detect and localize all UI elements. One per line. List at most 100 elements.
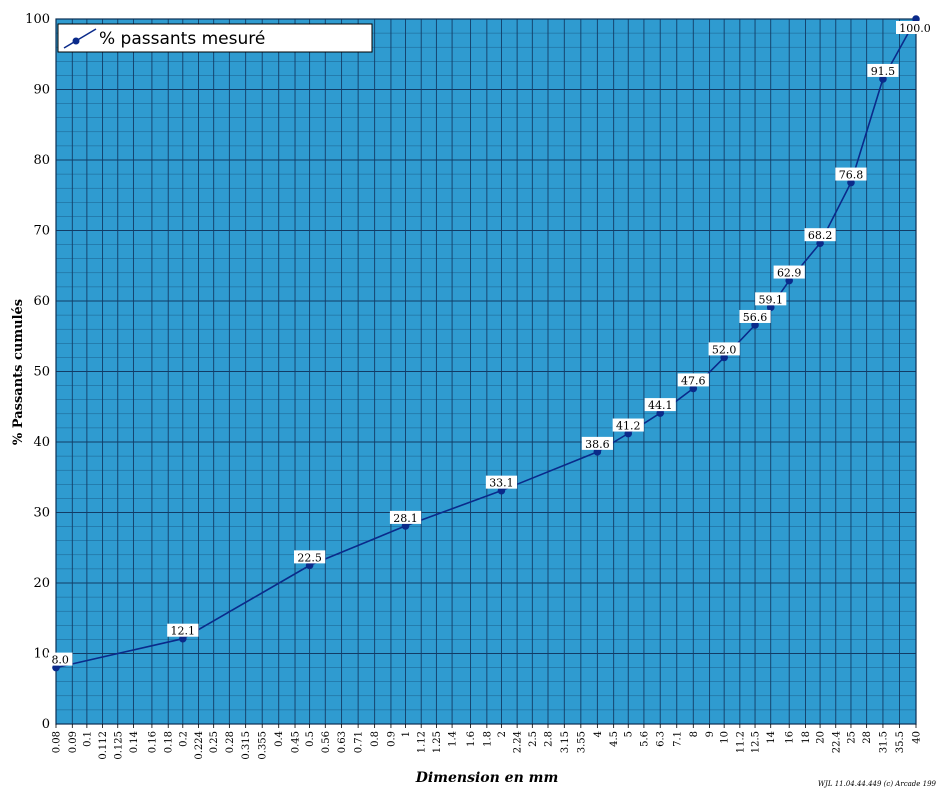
y-tick-label: 70 <box>33 224 50 239</box>
x-tick-label: 0.63 <box>337 731 348 753</box>
data-label: 22.5 <box>293 550 326 564</box>
x-tick-label: 0.1 <box>82 731 93 747</box>
y-tick-label: 40 <box>33 435 50 450</box>
data-label-bg <box>48 652 73 666</box>
data-label: 38.6 <box>581 436 613 451</box>
data-point <box>720 353 728 362</box>
x-tick-label: 0.28 <box>225 731 236 753</box>
data-label-bg <box>389 510 422 524</box>
data-label-text: 62.9 <box>777 267 802 280</box>
x-tick-label: 11.2 <box>735 731 746 753</box>
data-label: 44.1 <box>644 398 676 412</box>
data-label-bg <box>835 167 867 181</box>
x-tick-label: 3.15 <box>560 731 571 753</box>
data-label-text: 56.6 <box>743 311 768 324</box>
data-point <box>847 178 855 187</box>
x-tick-label: 22.4 <box>831 731 842 753</box>
data-label-text: 47.6 <box>681 374 706 387</box>
x-axis-ticks: 0.08 0.09 0.1 0.112 0.125 0.14 0.16 0.18 0.2 0.22… <box>52 724 923 760</box>
x-tick-label: 5 <box>624 731 635 737</box>
data-point <box>305 561 314 570</box>
x-tick-label: 0.125 <box>113 731 124 760</box>
data-point <box>624 429 633 438</box>
x-tick-label: 2 <box>497 731 508 737</box>
data-label: 28.1 <box>389 510 422 525</box>
data-label: 100.0 <box>896 21 934 35</box>
x-tick-label: 2.5 <box>528 731 539 747</box>
data-label-text: 59.1 <box>758 293 783 306</box>
x-tick-label: 28 <box>862 731 873 744</box>
x-tick-label: 0.08 <box>52 731 63 753</box>
x-tick-label: 1 <box>401 731 412 737</box>
legend-marker-icon <box>72 37 80 45</box>
x-tick-label: 7.1 <box>672 731 683 747</box>
data-point <box>785 276 794 285</box>
data-label-text: 33.1 <box>489 477 514 490</box>
x-tick-label: 4.5 <box>609 731 620 747</box>
data-label-bg <box>867 63 899 77</box>
data-label: 12.1 <box>167 623 199 638</box>
x-tick-label: 0.112 <box>98 731 109 760</box>
x-tick-label: 12.5 <box>751 731 762 753</box>
x-tick-label: 31.5 <box>878 731 889 753</box>
y-tick-label: 100 <box>25 12 50 27</box>
x-tick-label: 0.224 <box>194 731 205 760</box>
data-point <box>751 321 759 329</box>
x-tick-label: 1.8 <box>482 731 493 747</box>
data-label: 68.2 <box>804 228 836 242</box>
data-label: 56.6 <box>739 309 771 324</box>
x-tick-label: 18 <box>801 731 812 744</box>
data-label: 76.8 <box>835 167 867 182</box>
y-tick-label: 30 <box>33 506 50 521</box>
legend-box <box>57 23 373 53</box>
x-tick-label: 0.18 <box>164 731 175 753</box>
x-tick-label: 14 <box>766 731 777 744</box>
x-tick-label: 0.71 <box>354 731 365 753</box>
data-label-bg <box>167 623 199 637</box>
minor-grid <box>56 32 916 711</box>
data-point <box>178 634 187 643</box>
data-label: 91.5 <box>867 63 899 78</box>
data-labels: 8.0 12.1 22.5 28.1 33.1 38.6 41.2 44.1 47.6 52.0 5… <box>48 21 934 667</box>
data-label: 47.6 <box>677 373 709 387</box>
data-label-bg <box>804 228 836 242</box>
x-tick-label: 0.2 <box>178 731 189 747</box>
y-axis-ticks: 0 10 20 30 40 50 60 70 80 90 100 <box>25 12 50 732</box>
y-tick-label: 50 <box>33 365 50 380</box>
x-tick-label: 1.12 <box>417 731 428 753</box>
x-tick-label: 8 <box>689 731 700 737</box>
x-tick-label: 0.56 <box>321 731 332 753</box>
x-tick-label: 1.4 <box>448 731 459 747</box>
x-tick-label: 0.25 <box>209 731 220 753</box>
x-tick-label: 0.14 <box>129 731 140 753</box>
x-tick-label: 4 <box>593 731 604 737</box>
y-tick-label: 90 <box>33 83 50 98</box>
data-point <box>816 239 824 247</box>
footer-credit: WJL 11.04.44.449 (c) Arcade 199 <box>818 780 937 788</box>
data-point <box>593 448 602 456</box>
x-tick-label: 9 <box>705 731 716 737</box>
x-tick-label: 0.45 <box>291 731 302 753</box>
data-label-text: 22.5 <box>297 551 322 564</box>
data-label-text: 8.0 <box>51 654 69 667</box>
data-label-text: 44.1 <box>648 399 673 412</box>
x-tick-label: 1.6 <box>466 731 477 747</box>
data-label-text: 76.8 <box>839 169 864 182</box>
x-tick-label: 2.24 <box>513 731 524 753</box>
x-tick-label: 6.3 <box>656 731 667 747</box>
x-tick-label: 0.9 <box>386 731 397 747</box>
x-tick-label: 0.8 <box>370 731 381 747</box>
x-tick-label: 5.6 <box>639 731 650 747</box>
data-label-text: 52.0 <box>712 343 737 356</box>
y-tick-label: 0 <box>42 717 50 732</box>
legend-entry: % passants mesuré <box>99 29 265 49</box>
y-tick-label: 10 <box>33 647 50 662</box>
data-label-bg <box>612 418 644 432</box>
data-label: 33.1 <box>485 475 518 490</box>
data-label: 62.9 <box>773 265 805 280</box>
legend-line-icon <box>63 28 97 49</box>
x-tick-label: 2.8 <box>544 731 555 747</box>
y-axis-title: % Passants cumulés <box>11 299 26 445</box>
data-point <box>52 663 60 672</box>
